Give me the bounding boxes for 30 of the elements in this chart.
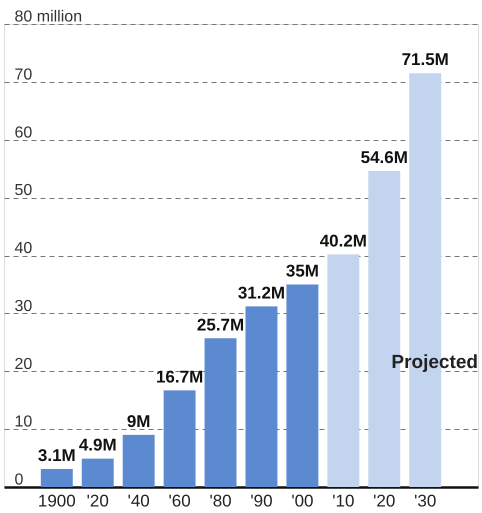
- y-tick-label: 20: [14, 356, 32, 373]
- x-tick-label: '60: [168, 492, 191, 510]
- data-label: 16.7M: [156, 367, 204, 386]
- data-label: 71.5M: [402, 50, 449, 70]
- data-label: 31.2M: [238, 283, 286, 302]
- y-tick-label: 60: [14, 124, 32, 142]
- x-tick-label: '40: [128, 492, 150, 510]
- y-tick-label: 30: [14, 298, 32, 315]
- x-tick-label: '30: [414, 492, 436, 510]
- data-label: 54.6M: [360, 148, 408, 168]
- y-tick-label: 80 million: [14, 8, 82, 26]
- data-label: 25.7M: [196, 315, 244, 334]
- x-tick-label: '10: [332, 492, 354, 510]
- y-tick-label: 10: [14, 414, 32, 431]
- y-tick-label: 40: [14, 240, 32, 257]
- x-tick-label: '80: [209, 492, 232, 510]
- x-tick-label: '20: [373, 492, 396, 510]
- x-tick-label: '90: [250, 492, 273, 510]
- data-label: 40.2M: [320, 231, 367, 250]
- x-tick-label: '00: [291, 492, 314, 510]
- y-tick-label: 70: [14, 66, 32, 84]
- data-label: 3.1M: [38, 446, 76, 466]
- y-tick-label: 50: [14, 182, 32, 200]
- data-label: 4.9M: [78, 436, 117, 455]
- annotation: Projected: [391, 352, 478, 373]
- x-tick-label: 1900: [38, 492, 76, 510]
- data-label: 35M: [286, 261, 319, 280]
- x-tick-label: '20: [86, 492, 109, 510]
- y-tick-label: 0: [14, 472, 24, 488]
- data-label: 9M: [126, 412, 150, 431]
